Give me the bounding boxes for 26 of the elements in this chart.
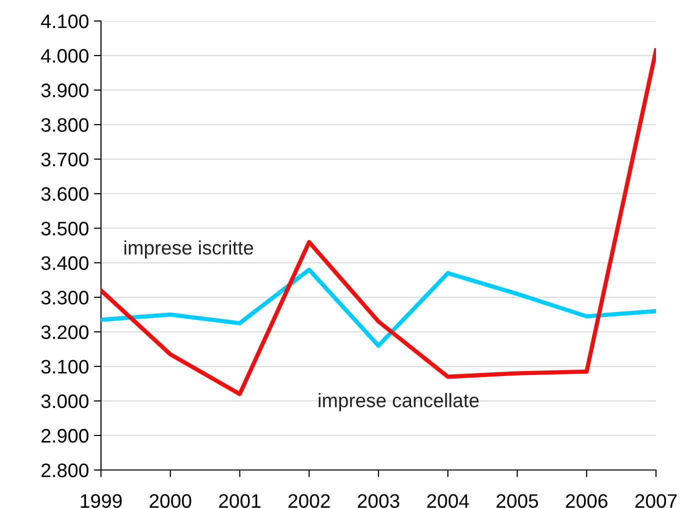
line-series: [101, 268, 656, 348]
y-tick-label: 4.000: [40, 49, 88, 63]
y-tick-label: 4.100: [40, 14, 88, 28]
x-tick-label: 2000: [150, 494, 192, 508]
y-tick-label: 3.700: [41, 152, 88, 166]
series-label: imprese cancellate: [318, 393, 479, 412]
text: imprese iscritte: [124, 240, 254, 259]
x-tick-label: 2007: [635, 494, 677, 508]
y-tick-label: 2.900: [42, 428, 88, 443]
x-tick-label: 2004: [427, 494, 469, 508]
x-tick-label: 2001: [219, 494, 260, 508]
x-tick-label: 1999: [80, 494, 122, 508]
y-tick-label: 3.100: [41, 360, 88, 374]
x-tick-label: 2002: [288, 494, 330, 508]
y-tick-label: 3.000: [41, 394, 88, 408]
y-tick-label: 3.900: [41, 84, 88, 98]
x-tick-label: 2003: [358, 494, 400, 508]
x-tick-label: 2006: [566, 494, 608, 508]
y-tick-label: 3.500: [41, 222, 88, 236]
y-tick-label: 3.600: [41, 187, 88, 201]
y-tick-label: 3.200: [41, 325, 88, 340]
y-tick-label: 3.400: [41, 256, 88, 270]
y-tick-label: 3.800: [41, 118, 88, 132]
x-tick-label: 2005: [496, 494, 538, 508]
y-tick-label: 2.800: [42, 463, 88, 478]
y-tick-label: 3.300: [41, 290, 88, 305]
